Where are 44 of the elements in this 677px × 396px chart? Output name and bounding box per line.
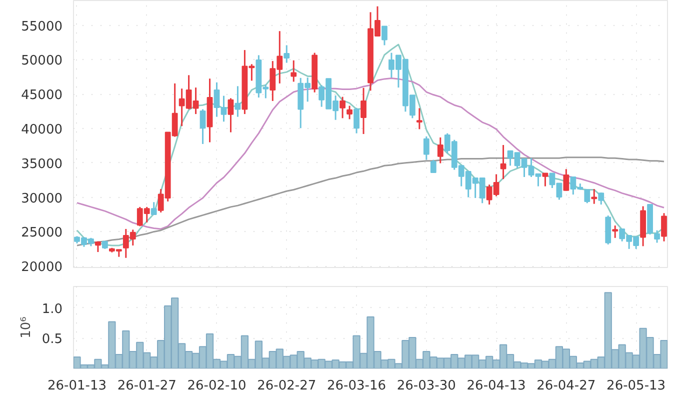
candlestick (234, 85, 241, 118)
y-tick-label: 45000 (21, 88, 63, 104)
x-tick-label: 26-03-30 (396, 378, 456, 394)
candlestick (200, 108, 206, 145)
y-axis-title: 10⁶ (18, 316, 34, 338)
candlestick (360, 87, 366, 135)
candlestick (598, 192, 604, 206)
candlestick (500, 144, 506, 180)
y-tick-label: 55000 (21, 19, 63, 34)
candlestick (416, 107, 422, 130)
candlestick (591, 188, 598, 205)
x-tick-label: 26-04-27 (536, 378, 596, 394)
y-tick-label: 50000 (21, 54, 63, 69)
y-tick-label: 40000 (21, 122, 63, 138)
candlestick (661, 212, 667, 242)
x-tick-label: 26-01-27 (117, 378, 176, 394)
x-tick-label: 26-05-13 (606, 378, 666, 394)
candlestick (423, 136, 430, 161)
line-series (76, 78, 665, 230)
candlestick (612, 224, 618, 239)
candlestick (354, 107, 360, 134)
y-tick-label: 25000 (21, 226, 63, 241)
y-tick-label: 0.5 (42, 332, 63, 348)
candlestick (382, 26, 388, 46)
candlestick (284, 44, 290, 64)
candlestick (228, 97, 234, 134)
x-tick-label: 26-02-10 (187, 378, 246, 394)
x-tick-label: 26-01-13 (47, 378, 107, 394)
y-tick-label: 35000 (21, 156, 63, 172)
candlestick (290, 60, 297, 82)
candlestick (654, 230, 660, 244)
candlestick (150, 201, 157, 216)
x-tick-label: 26-04-13 (466, 378, 526, 394)
candlestick (563, 168, 570, 192)
candlestick (542, 172, 548, 188)
y-tick-label: 20000 (21, 260, 63, 276)
x-tick-label: 26-03-16 (327, 378, 386, 394)
candlestick (430, 159, 436, 174)
y-tick-label: 30000 (21, 191, 63, 206)
y-tick-label: 1.0 (42, 302, 63, 317)
candlestick (346, 105, 352, 120)
candlestick (437, 136, 444, 164)
candlestick (340, 96, 346, 119)
x-tick-label: 26-02-27 (257, 378, 316, 394)
